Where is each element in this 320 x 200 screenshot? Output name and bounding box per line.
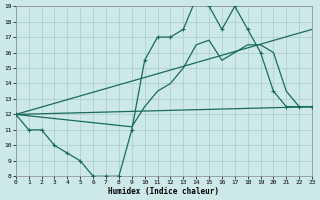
X-axis label: Humidex (Indice chaleur): Humidex (Indice chaleur) (108, 187, 220, 196)
